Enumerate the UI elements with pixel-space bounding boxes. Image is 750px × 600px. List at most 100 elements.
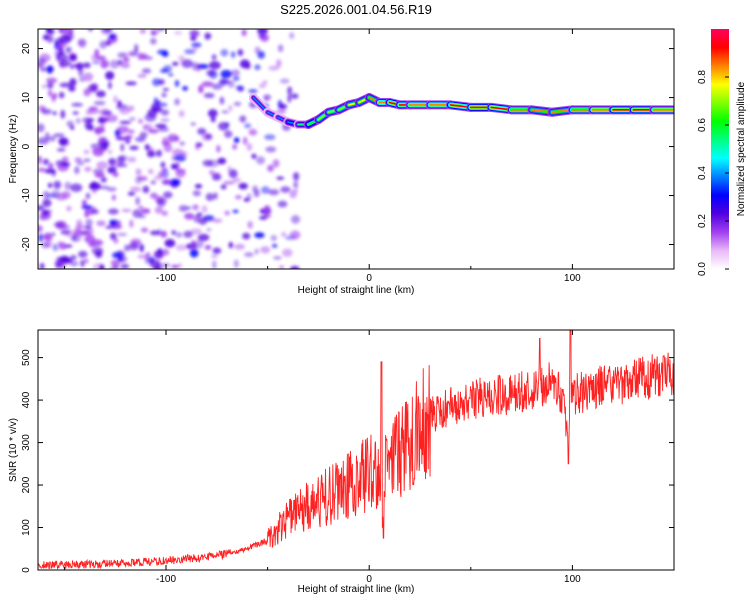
noise-blob: [160, 161, 166, 168]
noise-blob: [264, 97, 269, 102]
noise-blob: [106, 187, 117, 192]
noise-blob: [72, 233, 77, 241]
noise-blob: [149, 230, 161, 236]
noise-blob: [208, 61, 221, 70]
noise-blob: [233, 243, 246, 250]
noise-blob: [228, 241, 233, 249]
noise-blob: [253, 189, 260, 198]
noise-blob: [207, 109, 218, 118]
noise-blob: [61, 156, 69, 163]
noise-blob: [142, 185, 150, 194]
noise-blob: [161, 92, 167, 98]
noise-blob: [220, 48, 229, 57]
noise-blob: [235, 85, 244, 91]
noise-blob: [96, 161, 108, 170]
noise-blob: [120, 143, 125, 152]
noise-blob: [223, 180, 235, 185]
noise-blob: [279, 265, 284, 269]
noise-blob: [174, 79, 180, 88]
noise-blob: [84, 121, 93, 130]
noise-blob: [257, 34, 265, 39]
noise-blob: [201, 205, 208, 213]
noise-blob: [42, 198, 52, 208]
noise-blob: [265, 146, 277, 153]
noise-blob: [53, 221, 64, 228]
noise-blob: [211, 83, 223, 90]
noise-blob: [58, 46, 64, 56]
noise-blob: [293, 180, 299, 189]
noise-blob: [121, 208, 132, 213]
noise-blob: [94, 126, 102, 135]
noise-blob: [228, 105, 233, 112]
noise-blob: [190, 122, 196, 126]
noise-blob: [160, 230, 167, 238]
noise-blob: [92, 147, 104, 157]
noise-blob: [82, 62, 91, 69]
noise-blob: [161, 210, 168, 217]
noise-blob: [90, 209, 100, 214]
noise-blob: [45, 239, 53, 248]
noise-blob: [117, 52, 127, 58]
noise-blob: [53, 133, 65, 138]
noise-blob: [73, 227, 82, 236]
noise-blob: [52, 111, 57, 116]
noise-blob: [42, 34, 49, 40]
noise-blob: [150, 31, 157, 36]
noise-blob: [47, 182, 53, 188]
noise-blob: [233, 259, 239, 268]
noise-blob: [267, 164, 274, 172]
noise-blob: [150, 37, 157, 45]
noise-blob: [84, 234, 96, 244]
noise-blob: [160, 109, 170, 116]
noise-blob: [207, 159, 219, 168]
noise-blob: [120, 62, 131, 69]
noise-blob: [270, 234, 278, 242]
noise-blob: [224, 210, 231, 216]
noise-blob: [111, 194, 116, 201]
noise-blob: [60, 109, 66, 119]
noise-blob: [59, 255, 70, 264]
noise-blob: [192, 204, 199, 211]
noise-blob: [88, 182, 101, 191]
colorbar-tick-label: 0.6: [697, 118, 708, 132]
noise-blob: [189, 30, 200, 37]
y-tick-label: 20: [21, 43, 32, 55]
snr-y-ticks: 0 100 200 300 400 500: [21, 349, 674, 573]
noise-blob: [256, 156, 266, 165]
noise-blob: [280, 186, 291, 193]
noise-blob: [169, 178, 181, 187]
x-tick-label: 0: [366, 273, 372, 284]
noise-blob: [273, 256, 282, 260]
noise-blob: [100, 59, 110, 68]
noise-blob: [39, 67, 50, 72]
noise-blob: [134, 43, 139, 53]
noise-blob: [271, 244, 278, 248]
noise-blob: [194, 142, 201, 151]
noise-blob: [204, 133, 212, 140]
noise-blob: [100, 108, 110, 117]
noise-blob: [172, 62, 179, 66]
noise-blob: [239, 115, 247, 123]
noise-blob: [70, 183, 83, 193]
noise-blob: [277, 44, 284, 53]
noise-blob: [91, 189, 97, 194]
noise-blob: [127, 129, 135, 134]
noise-blob: [65, 46, 72, 54]
noise-blob: [83, 158, 91, 163]
noise-blob: [118, 107, 131, 115]
noise-blob: [105, 71, 115, 80]
x-tick-label: 100: [564, 273, 581, 284]
noise-blob: [194, 184, 203, 189]
figure-title: S225.2026.001.04.56.R19: [280, 2, 432, 17]
noise-blob: [171, 230, 177, 236]
noise-blob: [191, 42, 202, 48]
noise-blob: [48, 135, 56, 142]
noise-blob: [147, 168, 154, 175]
noise-blob: [45, 29, 52, 33]
noise-blob: [91, 246, 104, 255]
noise-blob: [254, 248, 259, 255]
noise-blob: [161, 178, 172, 186]
noise-blob: [232, 209, 239, 213]
noise-blob: [292, 172, 300, 181]
noise-blob: [211, 54, 217, 61]
